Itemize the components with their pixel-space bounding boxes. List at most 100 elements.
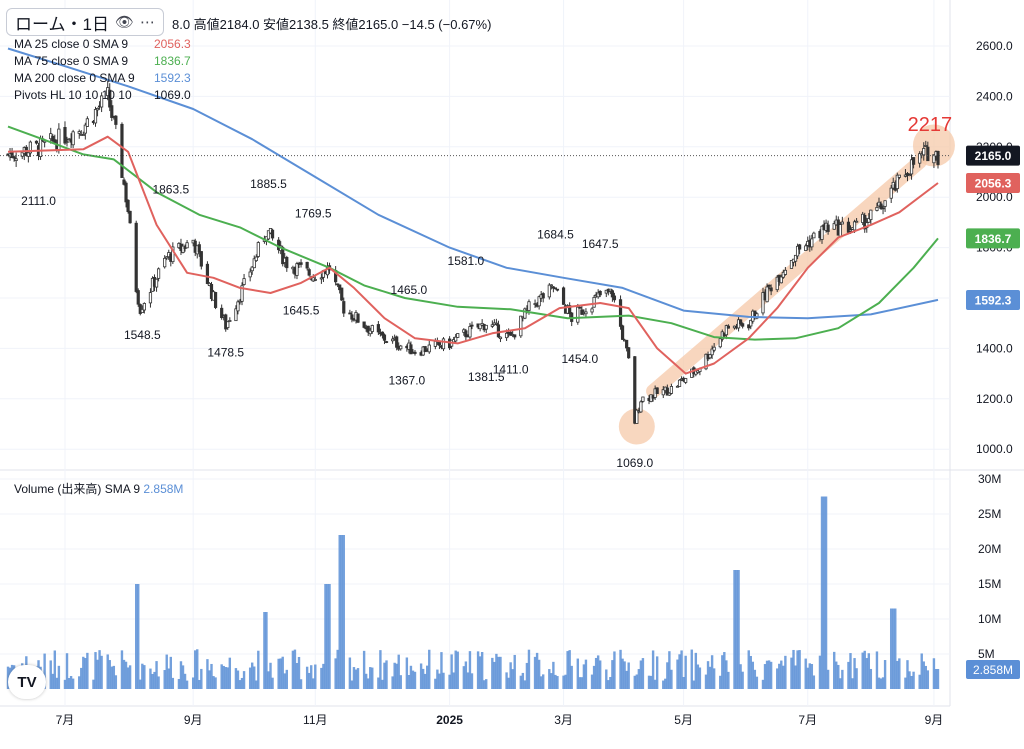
candle-body (924, 145, 928, 147)
volume-bar (124, 661, 128, 689)
volume-bar (519, 675, 523, 689)
volume-bar (399, 675, 402, 689)
candle-body (95, 108, 100, 111)
volume-bar (279, 658, 282, 689)
candle-body (305, 261, 309, 269)
volume-bar (163, 670, 166, 689)
volume-bar (865, 658, 868, 689)
pivot-label: 1454.0 (561, 352, 598, 366)
candle-body (846, 221, 851, 233)
volume-axis-tick: 20M (978, 542, 1001, 556)
volume-bar (804, 658, 807, 689)
candle-body (266, 230, 271, 240)
volume-bar (466, 672, 470, 689)
candle-body (826, 224, 830, 232)
volume-bar (824, 496, 828, 689)
volume-bar (649, 675, 653, 689)
volume-bar (580, 677, 584, 689)
candle-body (767, 284, 771, 287)
volume-bar (810, 663, 814, 689)
volume-bar (238, 680, 242, 689)
volume-bar (550, 673, 553, 689)
candle-body (456, 333, 460, 338)
price-tag-0: 2165.0 (975, 149, 1012, 163)
volume-bar (265, 612, 268, 689)
volume-bar (682, 677, 685, 689)
candle-body (769, 287, 773, 292)
candle-body (755, 313, 759, 319)
candle-body (718, 338, 722, 348)
candle-body (226, 321, 230, 328)
volume-bar (222, 665, 225, 689)
more-dots-icon[interactable]: ⋯ (140, 14, 155, 31)
volume-label: Volume (出来高) (14, 482, 102, 496)
candle-body (93, 109, 98, 124)
candle-body (63, 127, 67, 144)
legend-ma25[interactable]: MA 25 close 0 SMA 9 2056.3 (14, 37, 191, 51)
volume-bar (539, 676, 543, 689)
candle-body (509, 331, 513, 336)
candle-body (875, 207, 879, 211)
volume-bar (820, 496, 824, 689)
candle-body (789, 260, 794, 269)
volume-bar (267, 671, 270, 689)
volume-bar (314, 664, 317, 689)
symbol-selector[interactable]: ローム・1日 👁 ⋯ (6, 8, 164, 36)
tradingview-logo[interactable]: TV (8, 665, 46, 699)
volume-bar (181, 665, 185, 689)
volume-bar (210, 663, 213, 689)
candle-body (775, 276, 779, 291)
volume-bar (49, 660, 52, 689)
volume-bar (906, 660, 909, 689)
volume-bar (812, 675, 816, 689)
time-axis-tick: 7月 (798, 713, 817, 727)
eye-icon[interactable]: 👁 (114, 14, 134, 31)
candle-body (65, 141, 69, 143)
candle-body (883, 200, 887, 207)
volume-bar (936, 668, 940, 689)
volume-bar (690, 649, 693, 689)
candle-body (854, 220, 859, 223)
volume-bar (877, 677, 881, 689)
candle-body (128, 210, 132, 224)
volume-bar (251, 662, 254, 689)
candle-body (205, 263, 210, 284)
candle-body (641, 396, 645, 402)
price-axis-tick: 2000.0 (976, 190, 1013, 204)
volume-bar (411, 670, 415, 689)
legend-value: 1592.3 (154, 71, 191, 85)
legend-value: 1836.7 (154, 54, 191, 68)
volume-bar (419, 663, 423, 689)
volume-bar (491, 657, 494, 689)
candle-body (71, 131, 75, 146)
volume-bar (155, 661, 158, 689)
price-axis-tick: 1400.0 (976, 341, 1013, 355)
price-tag-1: 2056.3 (975, 177, 1012, 191)
candle-body (881, 207, 885, 210)
legend-ma200[interactable]: MA 200 close 0 SMA 9 1592.3 (14, 71, 191, 85)
volume-bar (277, 658, 280, 689)
volume-bar (794, 665, 797, 689)
legend-pivots[interactable]: Pivots HL 10 10 10 10 1069.0 (14, 88, 191, 102)
volume-bar (55, 677, 59, 689)
volume-bar (57, 665, 61, 689)
candle-body (110, 105, 114, 118)
volume-bar (338, 535, 341, 689)
legend-ma75[interactable]: MA 75 close 0 SMA 9 1836.7 (14, 54, 191, 68)
volume-bar (167, 668, 170, 689)
legend-volume[interactable]: Volume (出来高) SMA 9 2.858M (14, 480, 183, 497)
candle-body (366, 325, 370, 333)
volume-bar (826, 669, 830, 689)
volume-bar (198, 679, 201, 689)
price-tag-bg (966, 228, 1020, 249)
volume-bar (926, 670, 930, 689)
volume-bar (493, 661, 496, 689)
volume-bar (924, 665, 927, 689)
volume-bar (283, 673, 286, 689)
volume-bar (291, 650, 295, 689)
volume-bar (226, 667, 229, 689)
candle-body (832, 223, 836, 230)
volume-bar (641, 658, 645, 689)
candle-body (795, 245, 800, 257)
